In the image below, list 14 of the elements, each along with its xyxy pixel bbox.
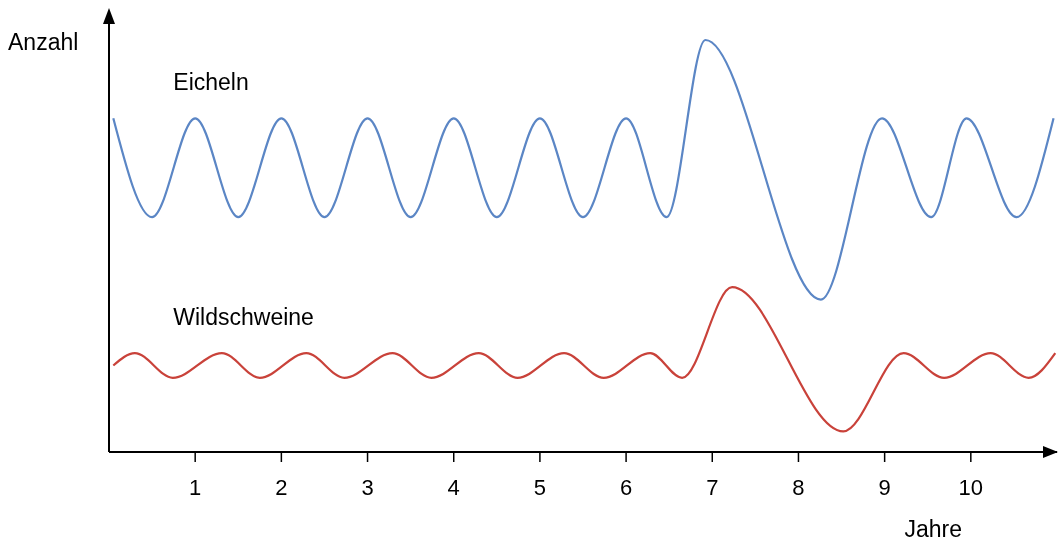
- series-label: Wildschweine: [173, 304, 314, 331]
- x-tick-label: 5: [533, 475, 547, 500]
- x-tick-label: 9: [878, 475, 891, 500]
- x-tick-label: 10: [958, 475, 984, 500]
- x-tick-label: 7: [706, 475, 719, 500]
- x-axis-title: Jahre: [904, 516, 962, 540]
- x-tick-label: 2: [275, 475, 288, 500]
- series-label: Eicheln: [173, 69, 249, 96]
- x-tick-label: 1: [189, 475, 202, 500]
- y-axis-title: Anzahl: [8, 29, 79, 55]
- x-tick-label: 3: [361, 475, 374, 500]
- x-tick-label: 4: [447, 475, 460, 500]
- x-tick-label: 6: [619, 475, 633, 500]
- x-tick-label: 8: [792, 475, 805, 500]
